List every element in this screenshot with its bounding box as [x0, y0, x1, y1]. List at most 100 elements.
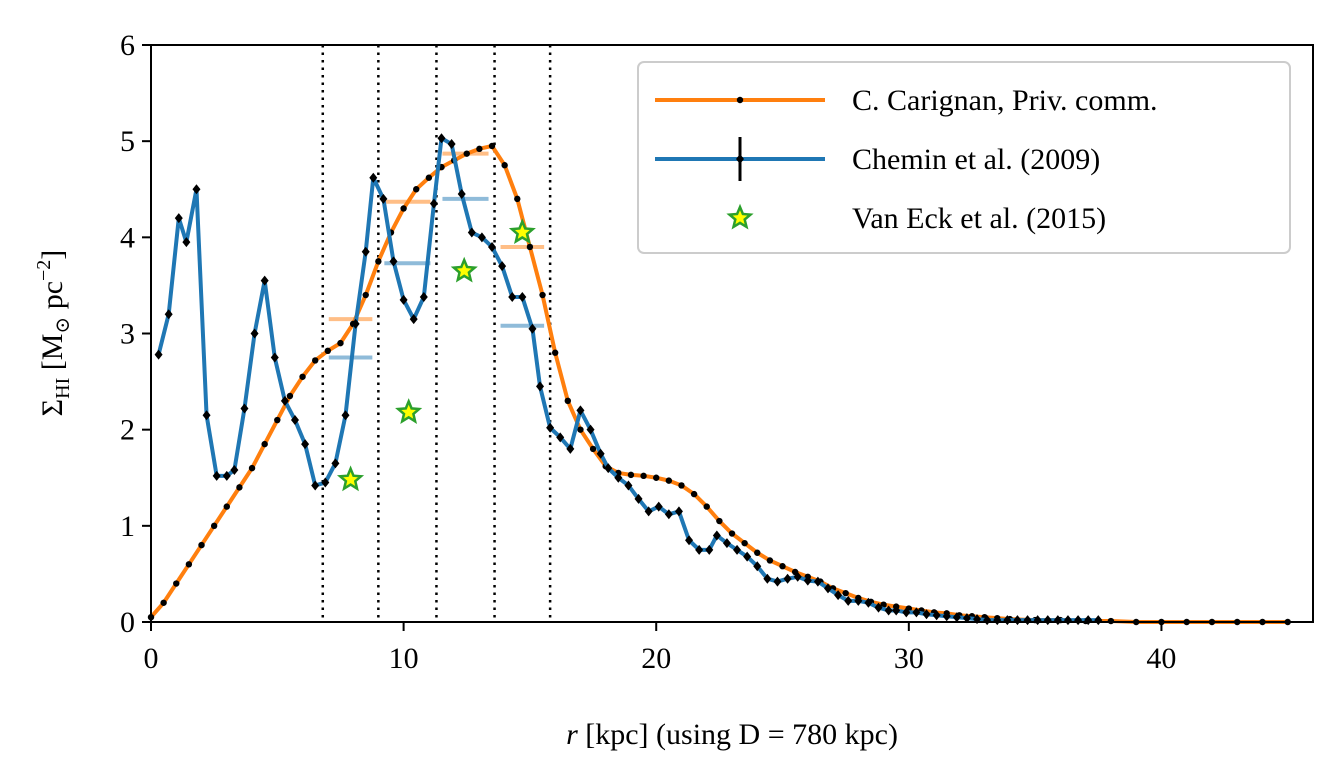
point	[902, 607, 911, 618]
point	[716, 517, 723, 525]
point	[705, 544, 714, 555]
point	[736, 154, 744, 164]
point	[589, 445, 597, 453]
point	[508, 291, 517, 302]
point	[437, 133, 446, 144]
point	[576, 405, 585, 416]
point	[842, 589, 849, 597]
x-tick-label: 0	[144, 642, 159, 675]
point	[311, 357, 319, 364]
point	[703, 503, 710, 510]
point	[260, 275, 269, 286]
point	[202, 410, 211, 421]
point	[351, 318, 360, 329]
y-label-sup: −2	[33, 260, 55, 281]
y-label-sym: Σ	[36, 399, 69, 416]
point	[182, 237, 191, 248]
x-label-text: [kpc] (using D = 780 kpc)	[578, 718, 898, 751]
point	[566, 443, 575, 454]
point	[526, 243, 534, 251]
point	[536, 381, 545, 392]
point	[379, 193, 388, 204]
point	[1094, 615, 1103, 626]
y-label-sub: ⊙	[52, 317, 74, 334]
point	[551, 349, 559, 356]
point	[754, 549, 761, 556]
point	[174, 213, 183, 224]
point	[477, 232, 486, 243]
point	[425, 174, 433, 181]
point	[369, 172, 378, 183]
point	[753, 561, 762, 572]
point	[362, 291, 369, 299]
point	[210, 522, 218, 530]
point	[185, 561, 193, 568]
point	[154, 349, 163, 360]
point	[884, 605, 893, 616]
point	[779, 563, 786, 570]
y-tick-label: 0	[120, 606, 135, 639]
point	[665, 477, 673, 484]
point	[695, 544, 704, 555]
point	[419, 291, 428, 302]
point	[556, 432, 565, 443]
legend-box	[637, 61, 1291, 254]
point	[539, 291, 546, 299]
y-tick-label: 2	[120, 414, 135, 447]
point	[654, 501, 663, 512]
point	[766, 557, 774, 564]
point	[488, 241, 497, 252]
point	[712, 530, 721, 541]
point	[854, 595, 863, 606]
point	[586, 424, 595, 435]
point	[375, 258, 382, 265]
point	[763, 573, 772, 584]
point	[389, 256, 398, 267]
point	[413, 186, 420, 193]
point	[1023, 615, 1032, 626]
point	[467, 227, 476, 238]
point	[222, 470, 231, 481]
point	[160, 599, 167, 606]
point	[212, 470, 221, 481]
point	[653, 474, 660, 481]
y-label-text: ]	[36, 250, 69, 260]
y-tick-label: 4	[120, 221, 135, 254]
y-tick-label: 1	[120, 510, 135, 543]
point	[286, 392, 294, 400]
point	[690, 490, 698, 498]
point	[685, 535, 694, 546]
y-tick-label: 3	[120, 318, 135, 351]
point	[722, 538, 731, 549]
x-tick-label: 40	[1146, 642, 1176, 675]
point	[261, 440, 268, 448]
legend-label: Chemin et al. (2009)	[852, 143, 1100, 176]
point	[922, 609, 931, 620]
point	[803, 575, 812, 586]
point	[476, 145, 483, 153]
point	[864, 597, 873, 608]
point	[236, 484, 243, 491]
point	[514, 195, 521, 203]
point	[962, 613, 971, 624]
plot-frame	[150, 44, 1314, 623]
point	[783, 573, 792, 584]
legend: C. Carignan, Priv. comm. Chemin et al. (2…	[637, 61, 1291, 254]
point	[337, 339, 344, 347]
point	[248, 464, 256, 472]
point	[301, 439, 310, 450]
point	[501, 162, 508, 169]
y-tick-label: 5	[120, 125, 135, 158]
point	[331, 458, 340, 469]
point	[463, 150, 470, 157]
point	[498, 261, 507, 272]
point	[596, 448, 605, 459]
point	[546, 422, 555, 433]
point	[240, 403, 249, 414]
point	[230, 465, 239, 476]
point	[634, 493, 643, 504]
y-label-sub: HI	[52, 378, 74, 399]
point	[640, 472, 647, 480]
point	[274, 416, 281, 424]
